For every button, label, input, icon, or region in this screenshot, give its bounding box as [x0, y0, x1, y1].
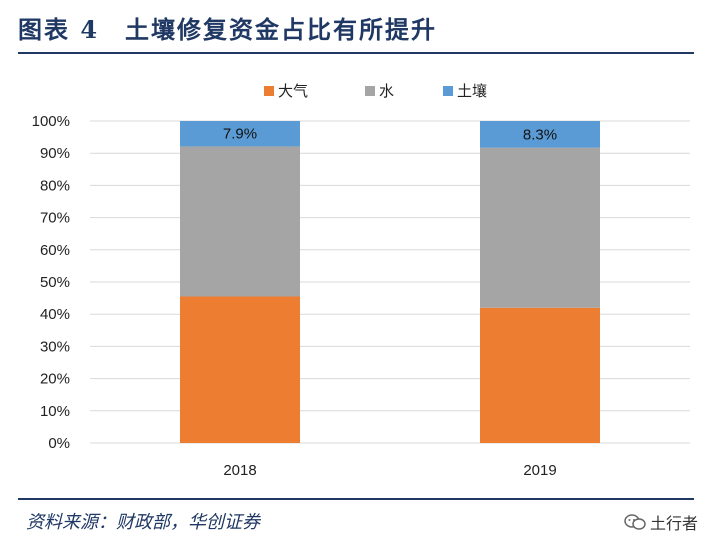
y-tick-label: 50% [40, 274, 70, 291]
legend-swatch-2 [365, 86, 375, 96]
y-tick-label: 10% [40, 403, 70, 420]
y-tick-label: 40% [40, 306, 70, 323]
footer-divider [18, 498, 694, 500]
wechat-icon [624, 514, 646, 530]
y-tick-label: 30% [40, 338, 70, 355]
source-note: 资料来源：财政部，华创证券 [26, 512, 260, 533]
legend-label-1: 大气 [278, 82, 308, 100]
bar-segment-2019-1 [480, 307, 600, 443]
stacked-bar-chart: 0% 10% 20% 30% 40% 50% 60% 70% 80% 90% 100% 7.9% 201… [32, 82, 690, 479]
x-tick-label: 2018 [223, 462, 256, 479]
bar-segment-2018-1 [180, 296, 300, 443]
y-tick-label: 60% [40, 242, 70, 259]
bar-segment-2018-2 [180, 146, 300, 297]
legend-swatch-3 [443, 86, 453, 96]
watermark-text: 土行者 [649, 514, 698, 533]
data-label-2019: 8.3% [523, 126, 557, 143]
data-label-2018: 7.9% [223, 126, 257, 143]
bar-segment-2018-3 [180, 121, 300, 147]
watermark: 土行者 [624, 510, 698, 534]
bar-segment-2019-2 [480, 147, 600, 308]
y-tick-label: 20% [40, 371, 70, 388]
legend-swatch-1 [264, 86, 274, 96]
y-tick-label: 100% [32, 113, 70, 130]
title-divider [18, 52, 694, 54]
x-tick-label: 2019 [523, 462, 556, 479]
legend-label-2: 水 [379, 82, 394, 100]
y-tick-label: 0% [48, 435, 70, 452]
bar-segment-2019-3 [480, 121, 600, 148]
legend-label-3: 土壤 [457, 82, 487, 100]
y-tick-label: 70% [40, 210, 70, 227]
figure-title: 图表 4 土壤修复资金占比有所提升 [18, 15, 438, 44]
y-tick-label: 80% [40, 177, 70, 194]
y-tick-label: 90% [40, 145, 70, 162]
